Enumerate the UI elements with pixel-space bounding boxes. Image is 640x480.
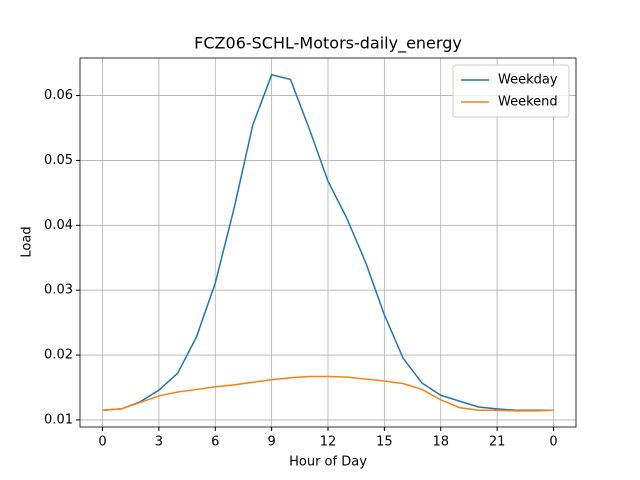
x-tick-label: 21 bbox=[489, 435, 506, 450]
x-tick-label: 12 bbox=[320, 435, 337, 450]
y-tick-label: 0.04 bbox=[44, 218, 73, 233]
x-tick-label: 0 bbox=[98, 435, 106, 450]
data-line bbox=[102, 73, 554, 411]
y-tick-label: 0.06 bbox=[44, 88, 73, 103]
y-tick-label: 0.05 bbox=[44, 153, 73, 168]
y-tick-label: 0.03 bbox=[44, 283, 73, 298]
y-axis-label: Load bbox=[20, 226, 35, 257]
x-tick-label: 6 bbox=[211, 435, 219, 450]
plot-frame bbox=[79, 57, 577, 428]
y-tick-label: 0.01 bbox=[44, 412, 73, 427]
legend-box bbox=[452, 64, 570, 118]
x-tick-label: 9 bbox=[267, 435, 275, 450]
y-tick-label: 0.02 bbox=[44, 348, 73, 363]
x-tick-label: 3 bbox=[155, 435, 163, 450]
x-tick-label: 0 bbox=[549, 435, 557, 450]
x-tick-label: 18 bbox=[432, 435, 449, 450]
legend-label: Weekend bbox=[498, 95, 558, 110]
legend-label: Weekday bbox=[498, 73, 558, 88]
x-tick-label: 15 bbox=[376, 435, 393, 450]
x-axis-label: Hour of Day bbox=[289, 455, 367, 470]
chart-title: FCZ06-SCHL-Motors-daily_energy bbox=[194, 34, 462, 54]
data-line bbox=[102, 375, 554, 412]
